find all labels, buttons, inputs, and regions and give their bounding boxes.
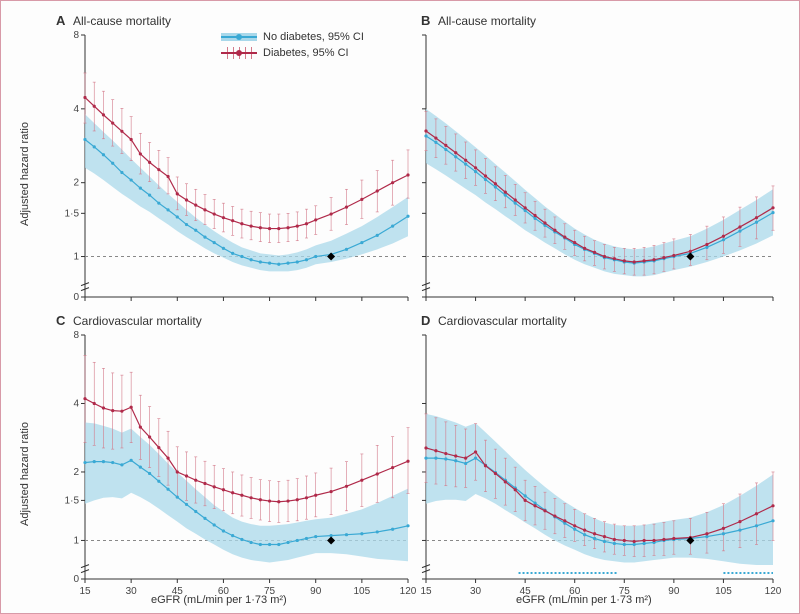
panel-title-b: All-cause mortality <box>438 14 536 28</box>
svg-text:2: 2 <box>73 467 79 478</box>
svg-text:8: 8 <box>73 330 79 341</box>
chart-panel-b <box>416 29 781 309</box>
svg-text:0: 0 <box>73 574 79 585</box>
svg-text:45: 45 <box>172 586 184 597</box>
svg-text:4: 4 <box>73 398 79 409</box>
svg-text:15: 15 <box>420 586 432 597</box>
svg-text:75: 75 <box>264 586 276 597</box>
svg-text:105: 105 <box>715 586 732 597</box>
panel-label-c: C <box>56 313 65 328</box>
svg-text:90: 90 <box>310 586 322 597</box>
svg-text:1: 1 <box>73 252 79 263</box>
svg-text:4: 4 <box>73 104 79 115</box>
svg-text:2: 2 <box>73 178 79 189</box>
svg-text:105: 105 <box>354 586 371 597</box>
svg-text:1·5: 1·5 <box>65 208 80 219</box>
svg-text:60: 60 <box>569 586 581 597</box>
svg-text:0: 0 <box>73 292 79 303</box>
figure-container: No diabetes, 95% CI Diabetes, 95% CI A A… <box>0 0 800 614</box>
svg-text:120: 120 <box>400 586 416 597</box>
chart-panel-d: 15 30 45 60 75 90 105 120 <box>416 329 781 609</box>
svg-text:1·5: 1·5 <box>65 495 80 506</box>
svg-text:15: 15 <box>79 586 91 597</box>
panel-label-a: A <box>56 13 65 28</box>
chart-panel-a: 0 1 1·5 2 4 8 <box>51 29 416 309</box>
svg-text:60: 60 <box>218 586 230 597</box>
svg-text:30: 30 <box>126 586 138 597</box>
y-axis-label-c: Adjusted hazard ratio <box>19 422 31 526</box>
chart-panel-c: 0 1 1·5 2 4 8 15 30 45 60 75 90 105 120 <box>51 329 416 609</box>
svg-text:30: 30 <box>470 586 482 597</box>
svg-text:120: 120 <box>765 586 781 597</box>
panel-label-b: B <box>421 13 430 28</box>
svg-text:75: 75 <box>619 586 631 597</box>
panel-title-c: Cardiovascular mortality <box>73 314 202 328</box>
panel-label-d: D <box>421 313 430 328</box>
panel-title-d: Cardiovascular mortality <box>438 314 567 328</box>
svg-text:1: 1 <box>73 535 79 546</box>
panel-title-a: All-cause mortality <box>73 14 171 28</box>
y-axis-label-a: Adjusted hazard ratio <box>19 122 31 226</box>
svg-text:90: 90 <box>668 586 680 597</box>
svg-text:45: 45 <box>520 586 532 597</box>
svg-text:8: 8 <box>73 30 79 41</box>
